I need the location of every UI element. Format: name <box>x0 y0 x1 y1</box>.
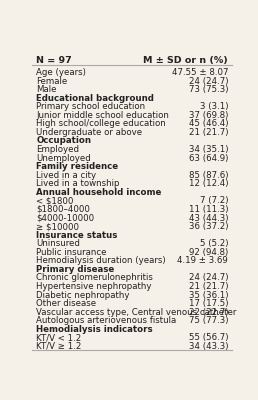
Text: 75 (77.3): 75 (77.3) <box>189 316 228 325</box>
Text: 63 (64.9): 63 (64.9) <box>189 154 228 163</box>
Text: KT/V ≥ 1.2: KT/V ≥ 1.2 <box>36 342 82 351</box>
Text: KT/V < 1.2: KT/V < 1.2 <box>36 333 82 342</box>
Text: Vascular access type, Central venous catheter: Vascular access type, Central venous cat… <box>36 308 237 317</box>
Text: Male: Male <box>36 85 57 94</box>
Text: < $1800: < $1800 <box>36 196 74 206</box>
Text: Annual household income: Annual household income <box>36 188 162 197</box>
Text: 43 (44.3): 43 (44.3) <box>189 214 228 222</box>
Text: 34 (35.1): 34 (35.1) <box>189 145 228 154</box>
Text: 12 (12.4): 12 (12.4) <box>189 179 228 188</box>
Text: 85 (87.6): 85 (87.6) <box>189 171 228 180</box>
Text: Uninsured: Uninsured <box>36 239 80 248</box>
Text: Undergraduate or above: Undergraduate or above <box>36 128 142 137</box>
Text: Diabetic nephropathy: Diabetic nephropathy <box>36 290 130 300</box>
Text: Hypertensive nephropathy: Hypertensive nephropathy <box>36 282 152 291</box>
Text: ≥ $10000: ≥ $10000 <box>36 222 79 231</box>
Text: Age (years): Age (years) <box>36 68 86 77</box>
Text: 24 (24.7): 24 (24.7) <box>189 76 228 86</box>
Text: Family residence: Family residence <box>36 162 118 171</box>
Text: 4.19 ± 3.69: 4.19 ± 3.69 <box>178 256 228 265</box>
Text: $1800–4000: $1800–4000 <box>36 205 90 214</box>
Text: 45 (46.4): 45 (46.4) <box>189 119 228 128</box>
Text: Employed: Employed <box>36 145 79 154</box>
Text: 21 (21.7): 21 (21.7) <box>189 282 228 291</box>
Text: Chronic glomerulonephritis: Chronic glomerulonephritis <box>36 274 153 282</box>
Text: 11 (11.3): 11 (11.3) <box>189 205 228 214</box>
Text: 35 (36.1): 35 (36.1) <box>189 290 228 300</box>
Text: High school/college education: High school/college education <box>36 119 166 128</box>
Text: 34 (43.3): 34 (43.3) <box>189 342 228 351</box>
Text: 36 (37.2): 36 (37.2) <box>189 222 228 231</box>
Text: 47.55 ± 8.07: 47.55 ± 8.07 <box>172 68 228 77</box>
Text: Other disease: Other disease <box>36 299 96 308</box>
Text: 3 (3.1): 3 (3.1) <box>200 102 228 111</box>
Text: 73 (75.3): 73 (75.3) <box>189 85 228 94</box>
Text: Primary school education: Primary school education <box>36 102 145 111</box>
Text: Lived in a city: Lived in a city <box>36 171 96 180</box>
Text: Occupation: Occupation <box>36 136 91 146</box>
Text: 24 (24.7): 24 (24.7) <box>189 274 228 282</box>
Text: 21 (21.7): 21 (21.7) <box>189 128 228 137</box>
Text: Public insurance: Public insurance <box>36 248 107 257</box>
Text: Unemployed: Unemployed <box>36 154 91 163</box>
Text: 17 (17.5): 17 (17.5) <box>189 299 228 308</box>
Text: Primary disease: Primary disease <box>36 265 115 274</box>
Text: Junior middle school education: Junior middle school education <box>36 111 169 120</box>
Text: Autologous arteriovenous fistula: Autologous arteriovenous fistula <box>36 316 176 325</box>
Text: N = 97: N = 97 <box>36 56 72 65</box>
Text: Educational background: Educational background <box>36 94 154 103</box>
Text: 5 (5.2): 5 (5.2) <box>200 239 228 248</box>
Text: M ± SD or n (%): M ± SD or n (%) <box>143 56 228 65</box>
Text: $4000-10000: $4000-10000 <box>36 214 94 222</box>
Text: 55 (56.7): 55 (56.7) <box>189 333 228 342</box>
Text: 7 (7.2): 7 (7.2) <box>200 196 228 206</box>
Text: Insurance status: Insurance status <box>36 231 118 240</box>
Text: 92 (94.8): 92 (94.8) <box>189 248 228 257</box>
Text: 37 (69.8): 37 (69.8) <box>189 111 228 120</box>
Text: 22 (22.7): 22 (22.7) <box>189 308 228 317</box>
Text: Hemodialysis duration (years): Hemodialysis duration (years) <box>36 256 166 265</box>
Text: Female: Female <box>36 76 68 86</box>
Text: Hemodialysis indicators: Hemodialysis indicators <box>36 325 153 334</box>
Text: Lived in a township: Lived in a township <box>36 179 120 188</box>
